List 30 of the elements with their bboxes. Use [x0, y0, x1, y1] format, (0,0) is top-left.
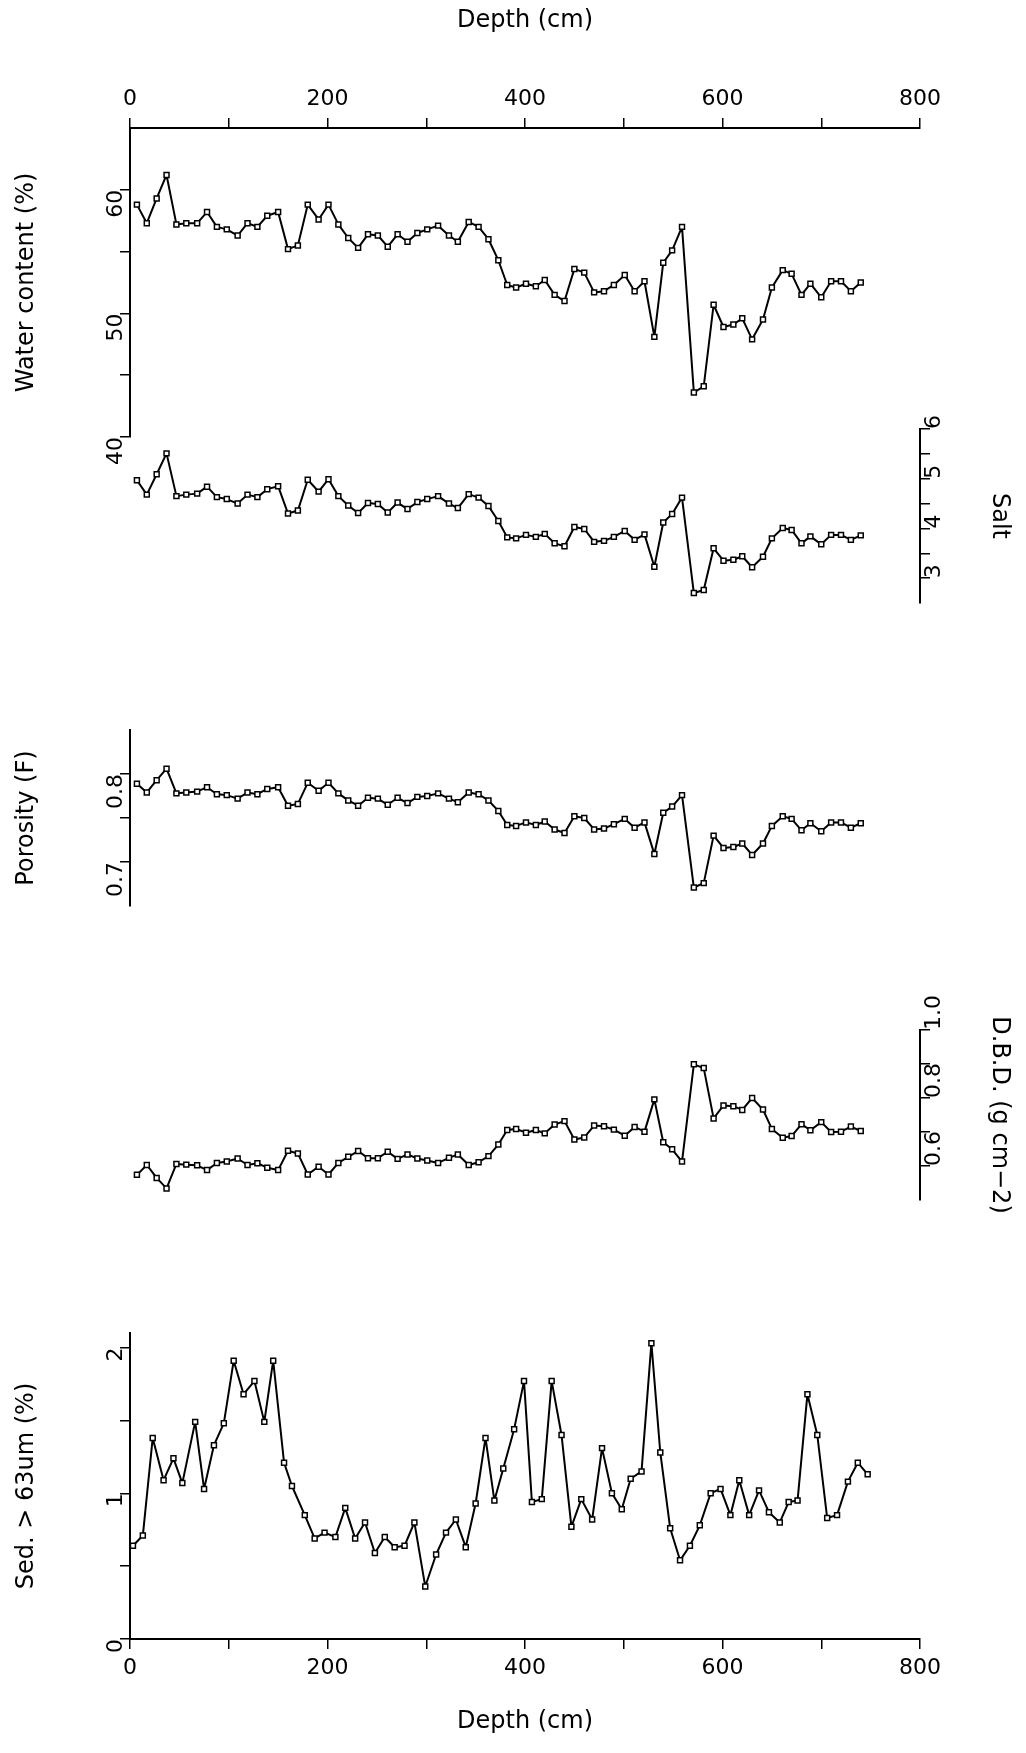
- y-tick-label: 2: [101, 1347, 127, 1362]
- y-axis-title: Sed. > 63um (%): [10, 1382, 39, 1590]
- y-tick-label: 60: [101, 189, 127, 218]
- y-axis-title: Water content (%): [10, 172, 39, 393]
- y-tick-label: 0.7: [101, 862, 127, 897]
- y2-axis-title: Salt: [987, 492, 1016, 540]
- x-axis-title: Depth (cm): [456, 4, 594, 33]
- x-tick-label: 400: [504, 1653, 546, 1679]
- x-tick-label: 200: [306, 1653, 349, 1679]
- y-axis-title: Porosity (F): [10, 750, 39, 886]
- y2-tick-label: 4: [919, 514, 945, 529]
- y-tick-label: 0: [101, 1639, 127, 1653]
- y2-tick-label: 3: [919, 564, 945, 579]
- y-tick-label: 1: [101, 1493, 127, 1508]
- y2-axis-title: D.B.D. (g cm−2): [987, 1016, 1016, 1214]
- x-tick-label: 600: [701, 1653, 744, 1679]
- y2-tick-label: 6: [919, 415, 945, 429]
- x-tick-label: 200: [306, 84, 349, 110]
- y2-tick-label: 0.6: [919, 1131, 945, 1166]
- y2-tick-label: 0.8: [919, 1063, 945, 1098]
- y2-tick-label: 1.0: [919, 995, 945, 1030]
- y-tick-label: 40: [101, 437, 127, 465]
- x-tick-label: 600: [701, 84, 744, 110]
- y-tick-label: 50: [101, 313, 127, 342]
- x-tick-label: 800: [899, 84, 941, 110]
- x-tick-label: 400: [504, 84, 546, 110]
- x-axis-title: Depth (cm): [456, 1705, 594, 1734]
- y-tick-label: 0.8: [101, 774, 127, 809]
- x-tick-label: 800: [899, 1653, 941, 1679]
- y2-tick-label: 5: [919, 464, 945, 479]
